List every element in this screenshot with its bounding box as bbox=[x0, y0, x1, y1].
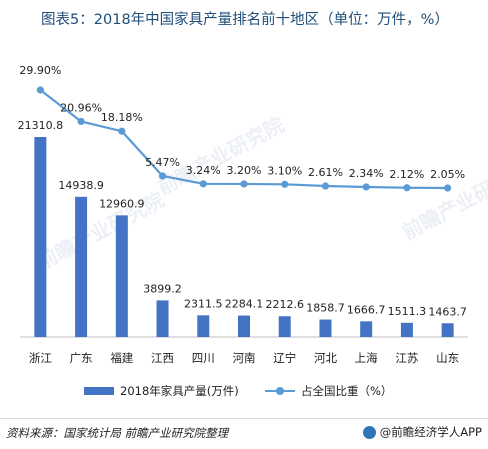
line-label: 2.12% bbox=[389, 168, 424, 181]
x-tick-label: 河北 bbox=[314, 351, 337, 365]
line-label: 2.61% bbox=[308, 166, 343, 179]
x-tick-label: 山东 bbox=[436, 351, 459, 365]
legend-item-line[interactable]: 占全国比重（%） bbox=[265, 383, 392, 399]
bar-label: 1511.3 bbox=[388, 305, 427, 318]
line-point-浙江 bbox=[36, 86, 44, 94]
line-label: 3.24% bbox=[186, 164, 221, 177]
line-point-江西 bbox=[158, 172, 167, 180]
x-tick-label: 福建 bbox=[110, 351, 133, 365]
bar-河南 bbox=[238, 315, 250, 337]
bar-江苏 bbox=[400, 322, 413, 337]
x-tick-label: 江西 bbox=[151, 351, 174, 365]
line-point-辽宁 bbox=[281, 180, 289, 188]
line-label: 2.05% bbox=[430, 168, 465, 181]
bar-label: 1858.7 bbox=[306, 302, 345, 315]
x-tick-label: 河南 bbox=[233, 351, 256, 365]
line-label: 5.47% bbox=[145, 156, 180, 169]
combo-chart: 浙江 广东 福建 江西 四川 河南 辽宁 河北 上海 江苏 山东 29.90% 20.96%18.18… bbox=[18, 64, 468, 365]
line-point-上海 bbox=[362, 183, 370, 191]
brand-logo-icon bbox=[362, 425, 376, 439]
bar-label: 12960.9 bbox=[99, 197, 145, 210]
line-point-广东 bbox=[77, 117, 85, 126]
bar-label: 21310.8 bbox=[18, 119, 64, 132]
brand-label: @前瞻经济学人APP bbox=[379, 425, 482, 439]
bar-河北 bbox=[319, 319, 332, 337]
line-label: 3.20% bbox=[227, 164, 262, 177]
bar-山东 bbox=[441, 323, 454, 337]
line-point-河北 bbox=[321, 182, 330, 190]
line-point-河南 bbox=[240, 180, 248, 188]
line-point-四川 bbox=[199, 180, 207, 188]
bar-江西 bbox=[156, 300, 169, 337]
bar-label: 3899.2 bbox=[143, 282, 182, 295]
legend-bar-label: 2018年家具产量(万件) bbox=[120, 384, 239, 398]
x-tick-label: 辽宁 bbox=[273, 351, 296, 365]
legend-item-bar[interactable]: 2018年家具产量(万件) bbox=[84, 383, 239, 399]
x-tick-label: 江苏 bbox=[395, 351, 418, 365]
bar-series bbox=[34, 137, 454, 337]
source-note: 资料来源：国家统计局 前瞻产业研究院整理 bbox=[6, 426, 229, 440]
x-tick-label: 上海 bbox=[355, 351, 378, 365]
line-series bbox=[36, 86, 452, 192]
bar-label: 2212.6 bbox=[265, 298, 304, 311]
bar-label: 2311.5 bbox=[184, 297, 223, 310]
bar-广东 bbox=[75, 196, 88, 337]
legend-line-label: 占全国比重（%） bbox=[301, 384, 393, 398]
x-tick-label: 浙江 bbox=[29, 351, 52, 365]
line-label: 2.34% bbox=[349, 167, 384, 180]
chart-title: 图表5：2018年中国家具产量排名前十地区（单位：万件，%） bbox=[41, 12, 449, 28]
x-tick-label: 四川 bbox=[192, 351, 215, 365]
bar-label: 14938.9 bbox=[58, 179, 104, 192]
bar-四川 bbox=[197, 315, 210, 337]
bar-福建 bbox=[115, 215, 128, 337]
data-labels: 29.90% 20.96%18.18% 5.47% 3.24% 3.20% 3.10% 2.… bbox=[18, 64, 467, 318]
brand: @前瞻经济学人APP bbox=[362, 424, 482, 440]
x-tick-label: 广东 bbox=[70, 351, 93, 365]
footer: 资料来源：国家统计局 前瞻产业研究院整理 @前瞻经济学人APP bbox=[0, 418, 488, 449]
bar-label: 1666.7 bbox=[347, 303, 386, 316]
line-label: 29.90% bbox=[19, 64, 61, 77]
bar-上海 bbox=[360, 321, 373, 337]
line-label: 20.96% bbox=[60, 101, 102, 114]
line-point-江苏 bbox=[403, 184, 411, 192]
bar-辽宁 bbox=[278, 316, 291, 337]
legend-line-swatch bbox=[265, 387, 295, 395]
line-point-山东 bbox=[444, 184, 452, 192]
bar-label: 1463.7 bbox=[428, 305, 467, 318]
legend-bar-swatch bbox=[84, 387, 114, 395]
line-label: 18.18% bbox=[101, 111, 143, 124]
bar-label: 2284.1 bbox=[225, 298, 264, 311]
legend: 2018年家具产量(万件) 占全国比重（%） bbox=[0, 383, 488, 401]
axis-layer: 浙江 广东 福建 江西 四川 河南 辽宁 河北 上海 江苏 山东 bbox=[20, 336, 468, 365]
bar-浙江 bbox=[34, 137, 47, 337]
line-label: 3.10% bbox=[267, 164, 302, 177]
line-point-福建 bbox=[118, 127, 126, 135]
